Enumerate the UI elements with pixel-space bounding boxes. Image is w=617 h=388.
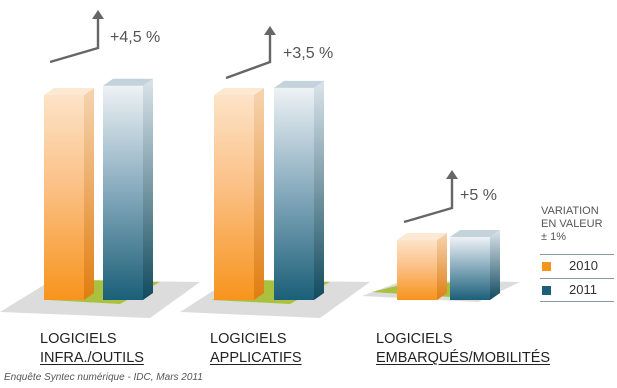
category-label-applicatifs: LOGICIELS APPLICATIFS xyxy=(210,330,302,368)
source-note: Enquête Syntec numérique - IDC, Mars 201… xyxy=(4,372,203,383)
bar-2010-top xyxy=(397,233,447,240)
bar-2011-side xyxy=(314,80,324,300)
legend-title-line1: VARIATION xyxy=(541,205,599,217)
variation-arrow xyxy=(225,34,272,80)
category-label-line2: EMBARQUÉS/MOBILITÉS xyxy=(376,350,551,366)
legend-item-2010: 2010 xyxy=(540,254,614,277)
variation-arrow-head xyxy=(264,26,276,35)
legend-label-2011: 2011 xyxy=(569,282,597,297)
bar-2011-front xyxy=(103,85,143,301)
variation-arrow-head xyxy=(92,10,104,19)
bar-2011-side xyxy=(490,230,500,300)
bar-2010-side xyxy=(437,233,447,300)
legend-label-2010: 2010 xyxy=(569,258,598,273)
bar-2010-front xyxy=(44,95,84,300)
bar-2010-top xyxy=(214,88,264,95)
category-label-line1: LOGICIELS xyxy=(210,331,287,347)
bar-2010-front xyxy=(397,240,437,300)
bar-2010-side xyxy=(84,88,94,300)
legend-swatch-2011 xyxy=(542,286,551,295)
variation-label: +5 % xyxy=(460,187,497,204)
legend-swatch-2010 xyxy=(542,262,551,271)
category-label-line1: LOGICIELS xyxy=(376,331,453,347)
bar-2010-front xyxy=(214,95,254,300)
bar-2011-side xyxy=(143,78,153,301)
legend-title: VARIATION EN VALEUR ± 1% xyxy=(541,205,603,244)
variation-arrow-head xyxy=(446,170,458,179)
category-label-infra: LOGICIELS INFRA./OUTILS xyxy=(40,330,144,368)
category-label-embarques: LOGICIELS EMBARQUÉS/MOBILITÉS xyxy=(376,330,550,368)
bar-2011-front xyxy=(450,237,490,300)
bar-2010-side xyxy=(254,88,264,300)
category-label-line2: INFRA./OUTILS xyxy=(40,350,144,366)
bar-2010-top xyxy=(44,88,94,95)
bar-2011-top xyxy=(450,230,500,237)
bar-2011-top xyxy=(274,80,324,88)
category-label-line1: LOGICIELS xyxy=(40,331,117,347)
variation-arrow xyxy=(403,178,454,224)
variation-label: +4,5 % xyxy=(110,29,160,46)
legend-title-line2: EN VALEUR xyxy=(541,218,603,230)
category-label-line2: APPLICATIFS xyxy=(210,350,302,366)
legend-item-2011: 2011 xyxy=(540,278,614,302)
bar-2011-top xyxy=(103,78,153,86)
variation-label: +3,5 % xyxy=(283,45,333,62)
bar-2011-front xyxy=(274,87,314,300)
legend-title-line3: ± 1% xyxy=(541,231,566,243)
variation-arrow xyxy=(49,18,100,64)
